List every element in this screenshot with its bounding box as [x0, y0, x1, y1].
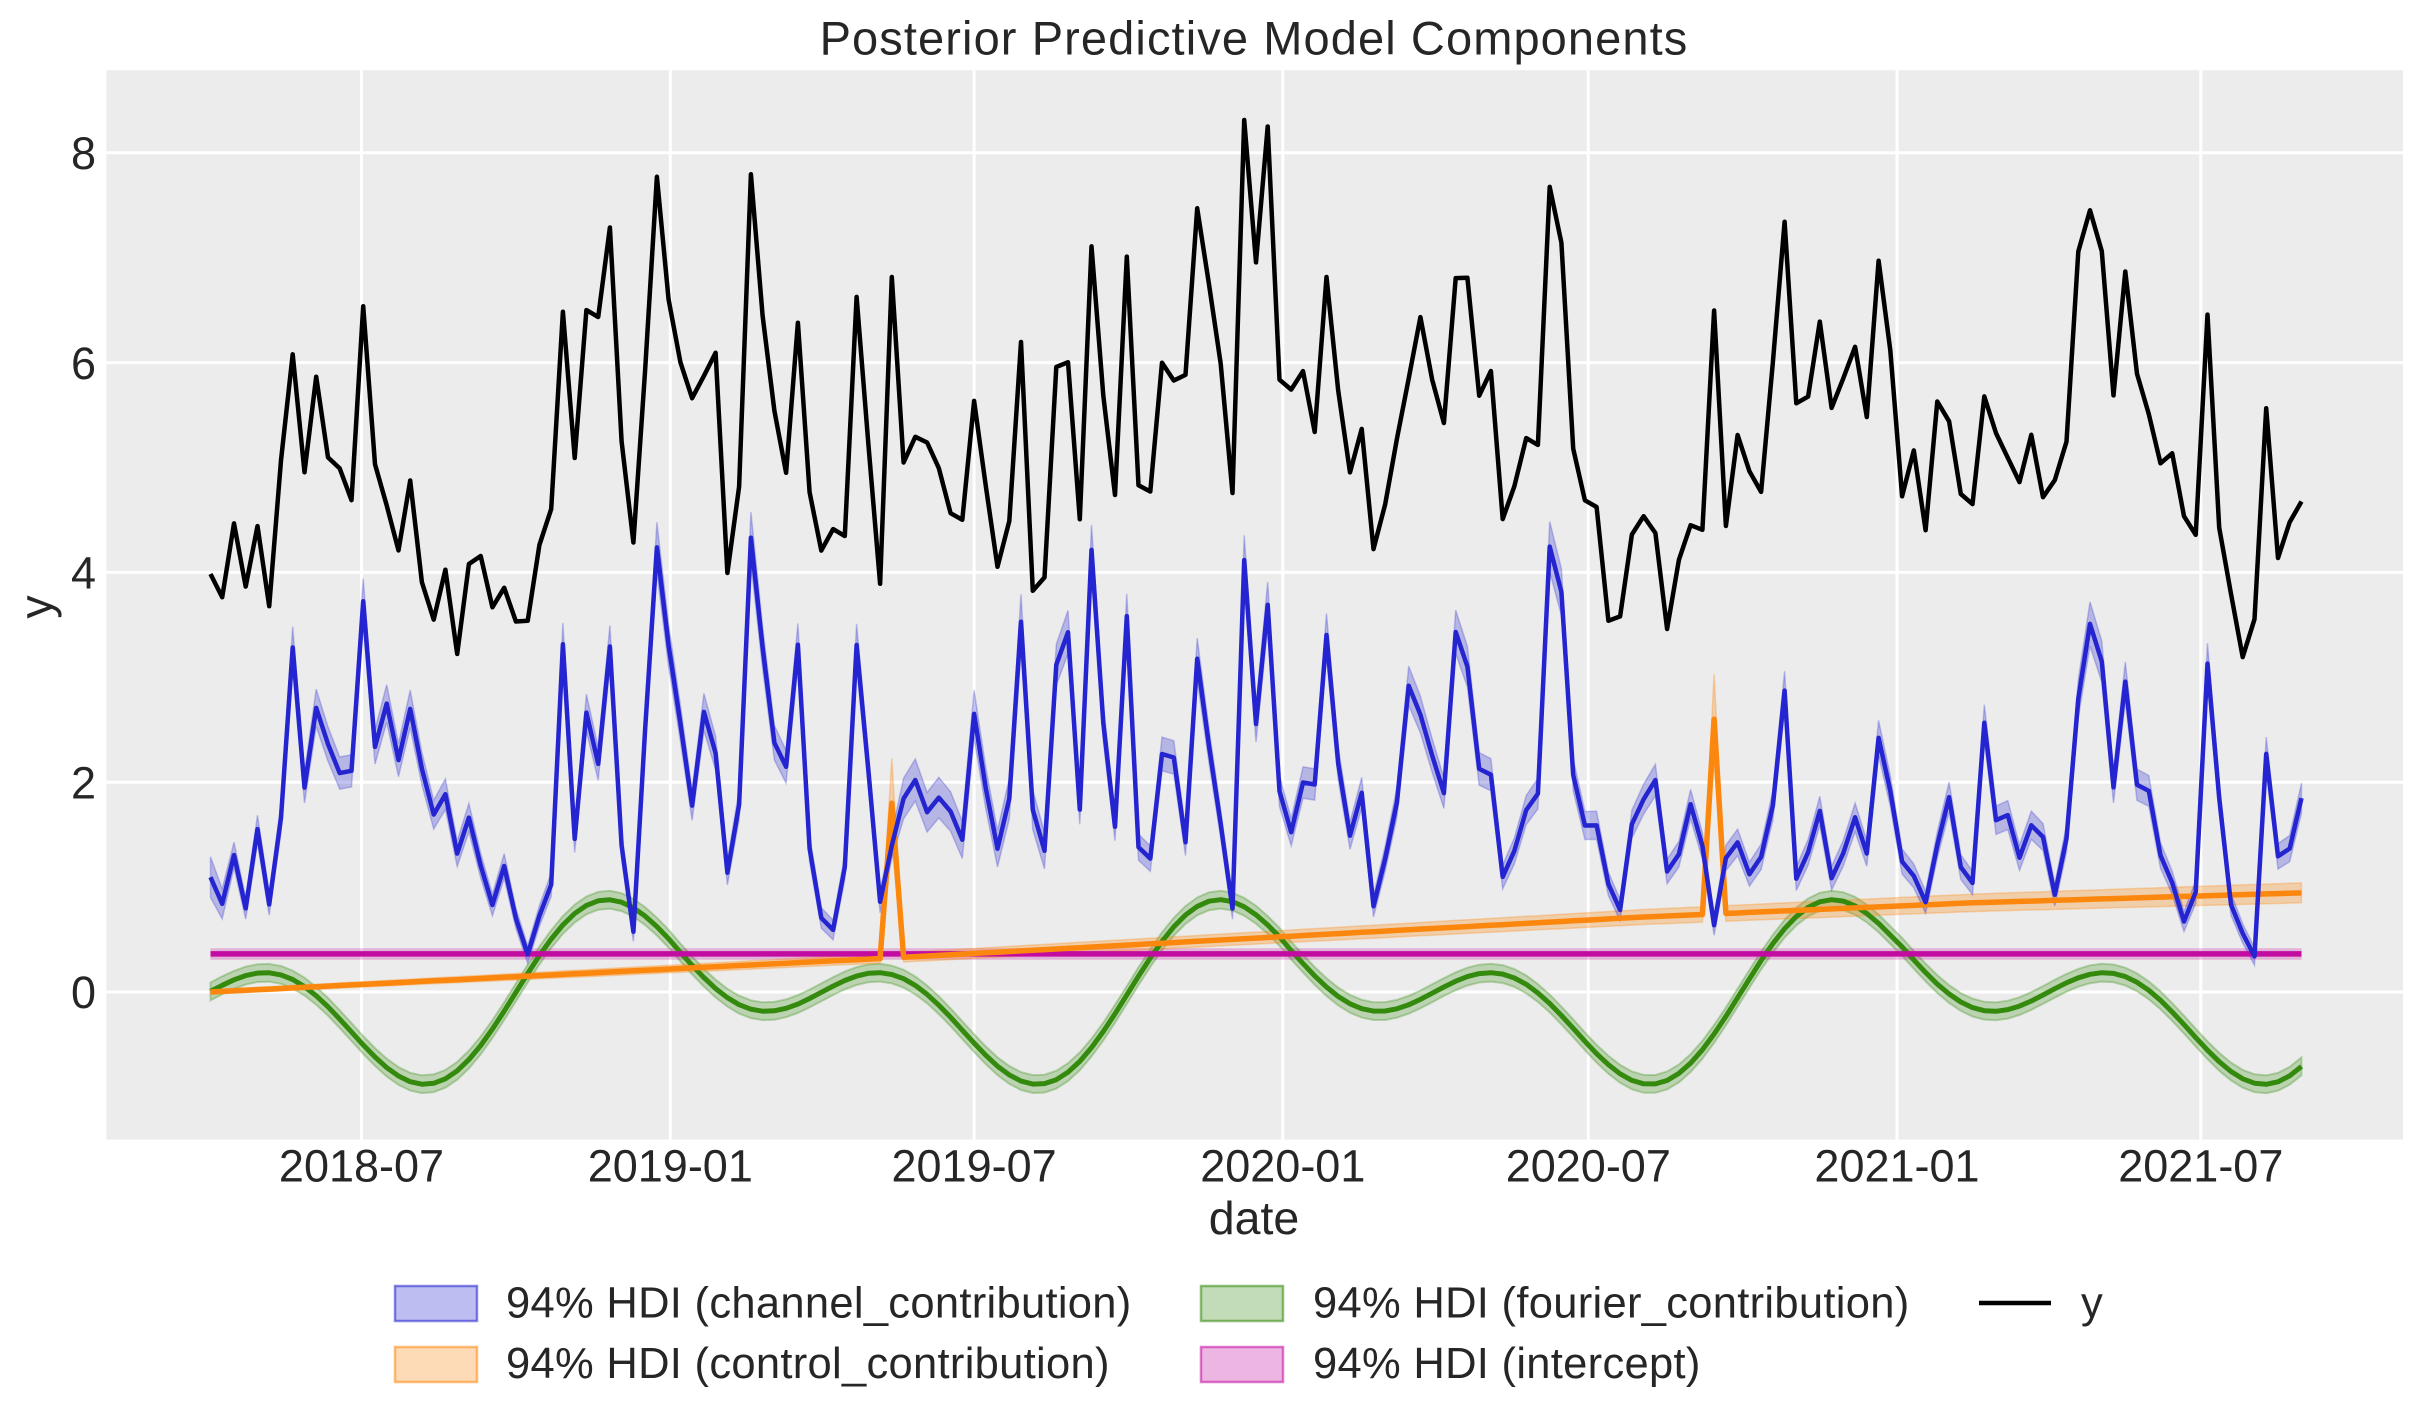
svg-text:2021-01: 2021-01 — [1814, 1141, 1979, 1192]
svg-text:6: 6 — [71, 338, 96, 389]
svg-text:2020-01: 2020-01 — [1200, 1141, 1365, 1192]
svg-text:4: 4 — [71, 548, 96, 599]
svg-text:2020-07: 2020-07 — [1506, 1141, 1671, 1192]
svg-text:2: 2 — [71, 757, 96, 808]
svg-text:y: y — [10, 595, 62, 619]
svg-text:94% HDI (intercept): 94% HDI (intercept) — [1313, 1340, 1701, 1388]
svg-text:date: date — [1209, 1192, 1300, 1244]
svg-text:94% HDI (fourier_contribution): 94% HDI (fourier_contribution) — [1313, 1280, 1910, 1328]
svg-text:Posterior Predictive Model Com: Posterior Predictive Model Components — [820, 12, 1689, 65]
svg-text:0: 0 — [71, 967, 96, 1018]
svg-text:y: y — [2081, 1280, 2103, 1328]
svg-text:8: 8 — [71, 128, 96, 179]
svg-text:2019-01: 2019-01 — [588, 1141, 753, 1192]
svg-text:2021-07: 2021-07 — [2118, 1141, 2283, 1192]
svg-text:94% HDI (channel_contribution): 94% HDI (channel_contribution) — [506, 1280, 1132, 1328]
svg-text:2019-07: 2019-07 — [892, 1141, 1057, 1192]
svg-text:2018-07: 2018-07 — [279, 1141, 444, 1192]
svg-text:94% HDI (control_contribution): 94% HDI (control_contribution) — [506, 1340, 1110, 1388]
